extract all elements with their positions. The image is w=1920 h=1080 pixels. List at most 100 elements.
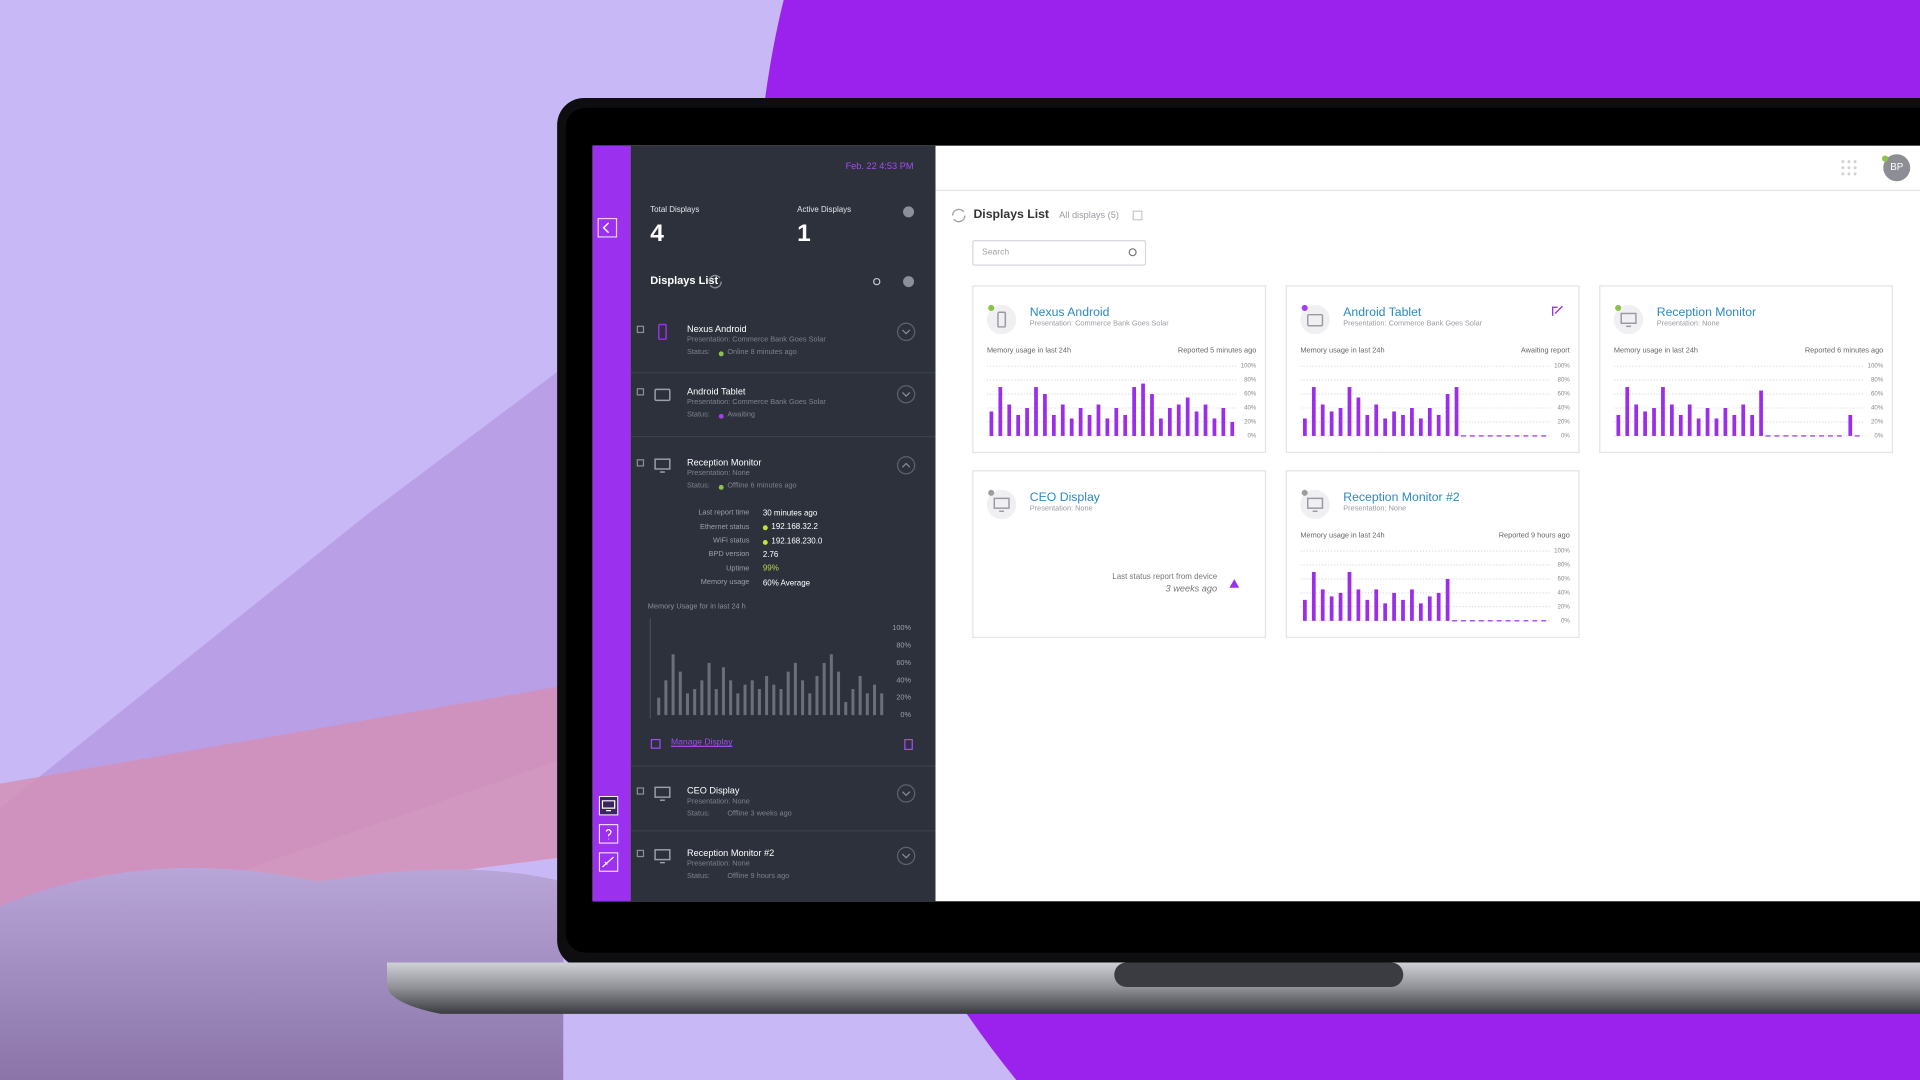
y-tick-label: 40%	[896, 675, 911, 684]
page-title: Displays List	[973, 207, 1050, 222]
row-divider	[630, 435, 936, 438]
y-tick-label: 20%	[1558, 603, 1571, 610]
display-card[interactable]: CEO Display Presentation: None Last status…	[972, 470, 1267, 638]
bar	[1401, 414, 1405, 436]
display-name[interactable]: CEO Display	[686, 785, 740, 797]
bar	[1016, 414, 1021, 436]
stat-value: 4	[650, 220, 664, 248]
memory-chart: 100% 80% 60% 40% 20% 0%	[649, 618, 912, 719]
chart-title: Memory usage in last 24h	[1300, 532, 1385, 541]
bar	[664, 680, 668, 716]
bar	[1338, 408, 1343, 436]
y-tick-label: 0%	[1247, 433, 1256, 440]
display-name[interactable]: Reception Monitor #2	[686, 847, 775, 859]
list-title: Displays List	[650, 274, 719, 287]
detail-value: 99%	[762, 564, 779, 574]
status-dot	[718, 484, 724, 490]
detail-value: 30 minutes ago	[762, 509, 818, 518]
refresh-icon	[951, 208, 966, 223]
device-icon	[997, 311, 1007, 328]
bar	[721, 667, 725, 716]
card-presentation: Presentation: Commerce Bank Goes Solar	[1343, 320, 1483, 329]
nav-icon	[598, 796, 619, 816]
device-icon	[993, 497, 1010, 512]
detail-label: BPD version	[708, 551, 750, 559]
search-icon	[873, 277, 881, 286]
trash-glyph[interactable]	[904, 738, 913, 751]
bar	[1230, 421, 1235, 436]
display-name[interactable]: Reception Monitor	[686, 456, 762, 468]
bar	[1418, 603, 1423, 621]
bar	[786, 671, 790, 716]
status-dot	[718, 413, 724, 419]
bar	[1051, 414, 1056, 436]
monitor-glyph	[654, 458, 671, 470]
bushes	[0, 867, 564, 1080]
y-tick-label: 20%	[896, 693, 911, 702]
avatar-status	[1882, 155, 1889, 162]
chart-title: Memory usage in last 24h	[986, 347, 1072, 356]
search-box[interactable]: Search	[972, 240, 1147, 266]
card-presentation: Presentation: None	[1343, 505, 1407, 514]
display-name[interactable]: Android Tablet	[686, 385, 746, 397]
back-button	[597, 217, 618, 238]
filter[interactable]: All displays (5)	[1059, 209, 1119, 221]
bar	[1410, 589, 1414, 621]
edit-glyph[interactable]	[1551, 305, 1563, 316]
stat-label: Total Displays	[650, 205, 700, 214]
status-label: Status:	[686, 411, 710, 419]
nav-glyph	[601, 800, 616, 812]
display-card[interactable]: Nexus Android Presentation: Commerce Bank…	[972, 285, 1267, 454]
detail-dot	[762, 525, 768, 531]
row-divider	[630, 830, 936, 832]
bar	[1436, 592, 1441, 621]
toggle-circle[interactable]	[896, 456, 916, 475]
detail-value: 192.168.32.2	[771, 523, 818, 532]
manage-link[interactable]: Manage Display	[671, 738, 733, 748]
y-tick-label: 100%	[1554, 548, 1570, 555]
display-presentation: Presentation: Commerce Bank Goes Solar	[686, 336, 826, 345]
status-dot	[1615, 304, 1622, 312]
y-tick-label: 100%	[1241, 363, 1257, 370]
bar	[757, 689, 761, 716]
device-icon	[654, 458, 671, 473]
device-icon	[654, 388, 671, 402]
bar	[1212, 418, 1217, 436]
row-checkbox[interactable]	[636, 459, 645, 467]
memory-chart: 100% 80% 60% 40% 20% 0%	[1300, 548, 1571, 624]
row-checkbox[interactable]	[636, 388, 645, 396]
toggle-circle[interactable]	[896, 846, 916, 866]
y-tick-label: 40%	[1871, 405, 1884, 412]
bar	[1347, 571, 1352, 621]
bar	[772, 684, 776, 716]
bar	[678, 671, 682, 716]
status-note: Last status report from device	[1112, 572, 1218, 582]
row-checkbox[interactable]	[636, 849, 645, 858]
bar	[707, 662, 711, 716]
toggle-circle[interactable]	[896, 385, 916, 404]
display-card[interactable]: Reception Monitor #2 Presentation: None Me…	[1285, 470, 1580, 638]
bar	[1445, 394, 1450, 436]
bar	[1669, 404, 1674, 436]
y-tick-label: 0%	[1561, 617, 1570, 624]
search-placeholder: Search	[982, 248, 1010, 258]
bar	[1383, 418, 1388, 436]
bar	[793, 662, 797, 716]
toggle-chevron	[902, 791, 911, 797]
y-tick-label: 80%	[1558, 562, 1571, 569]
display-name[interactable]: Nexus Android	[686, 323, 747, 335]
bar	[1123, 414, 1128, 436]
display-card[interactable]: Android Tablet Presentation: Commerce Ban…	[1285, 285, 1580, 454]
row-checkbox[interactable]	[636, 787, 645, 795]
row-checkbox[interactable]	[636, 325, 645, 334]
toggle-circle[interactable]	[896, 784, 916, 803]
bar	[1078, 408, 1083, 436]
date: Feb. 22 4:53 PM	[845, 160, 914, 172]
monitor-glyph	[993, 497, 1010, 509]
display-card[interactable]: Reception Monitor Presentation: None Memor…	[1599, 285, 1894, 454]
toggle-circle[interactable]	[896, 322, 916, 342]
bar	[851, 689, 855, 716]
memory-chart: 100% 80% 60% 40% 20% 0%	[986, 363, 1257, 440]
avatar[interactable]: BP	[1882, 154, 1911, 182]
